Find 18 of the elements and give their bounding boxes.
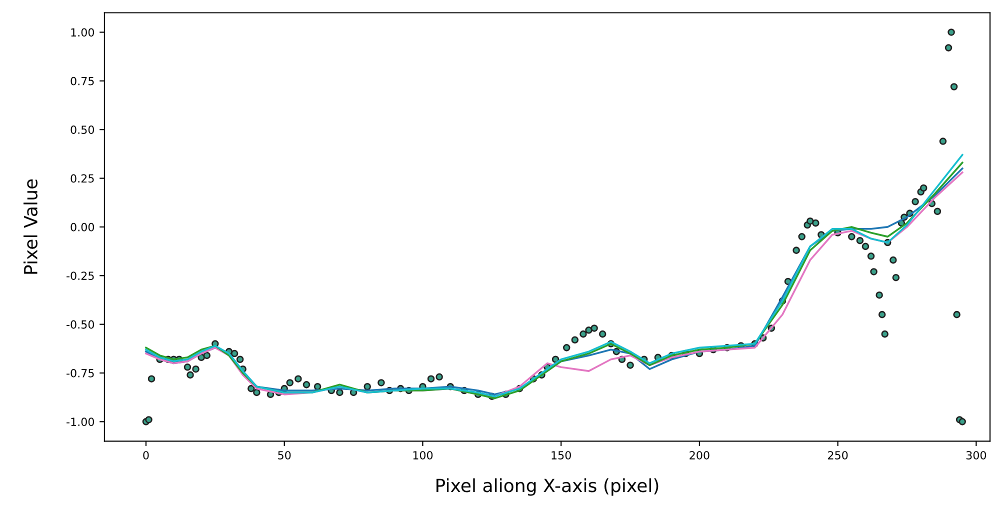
x-tick-label: 250 (828, 451, 848, 460)
x-tick-label: 300 (966, 451, 986, 460)
y-axis-title: Pixel Value (24, 179, 38, 274)
y-tick-label: 0.75 (70, 76, 94, 86)
y-tick-label: 1.00 (71, 28, 94, 37)
y-tick-label: 0.50 (70, 126, 94, 134)
y-tick-label: -0.25 (66, 272, 94, 280)
y-tick-label: -0.75 (66, 368, 94, 378)
x-tick-label: 150 (552, 451, 571, 460)
x-axis-title: Pixel aliong X-axis (pixel) (436, 478, 658, 496)
x-tick-label: 200 (690, 451, 710, 460)
x-tick-label: 100 (413, 451, 433, 460)
x-tick-label: 50 (278, 451, 291, 460)
y-tick-label: -1.00 (66, 418, 94, 426)
y-tick-label: 0.00 (70, 222, 94, 232)
y-tick-label: 0.25 (70, 174, 94, 183)
x-tick-label: 0 (143, 451, 149, 460)
y-tick-label: -0.50 (66, 320, 94, 329)
